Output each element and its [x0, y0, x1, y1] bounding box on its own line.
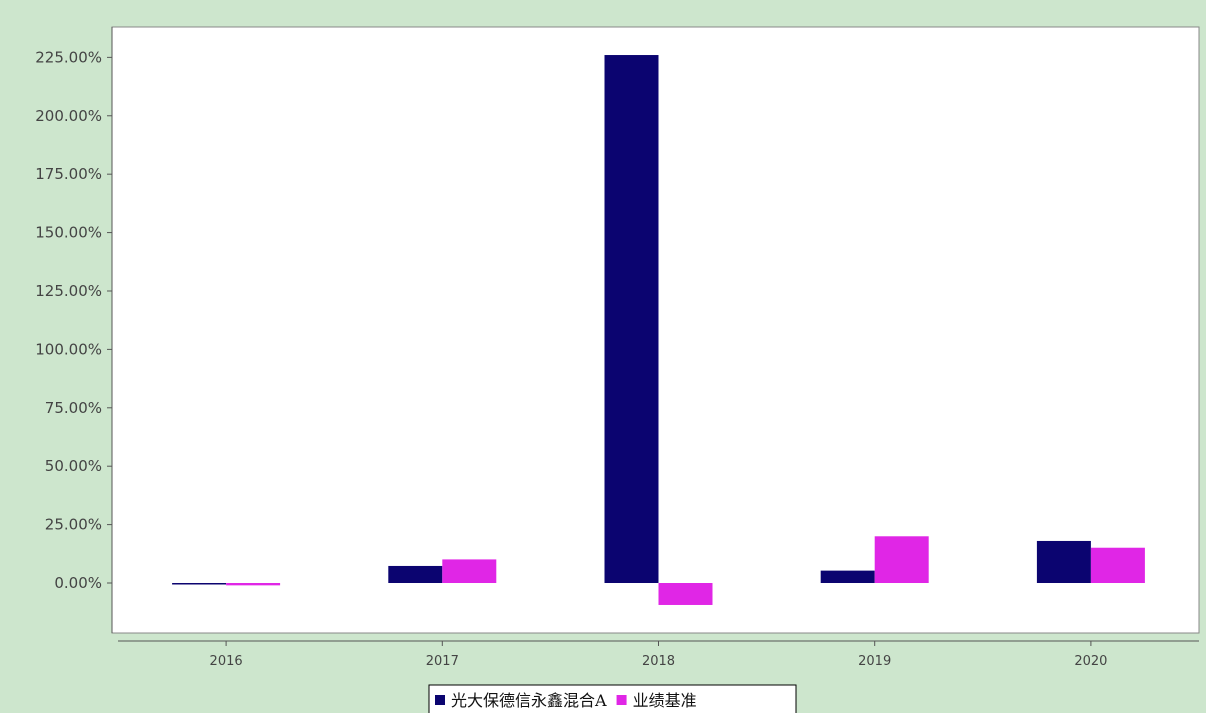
x-tick-label: 2016	[210, 654, 243, 669]
x-axis-ticks: 2016 2017 2018 2019 2020	[210, 641, 1107, 669]
legend-swatch	[616, 695, 627, 705]
y-tick-label: 125.00%	[35, 282, 102, 300]
bar-fund-2019	[820, 570, 875, 584]
legend-label: 业绩基准	[633, 691, 697, 710]
y-tick-label: 75.00%	[45, 399, 102, 417]
y-tick-label: 100.00%	[35, 340, 102, 358]
legend-label: 光大保德信永鑫混合A	[451, 691, 607, 710]
bar-benchmark-2019	[874, 536, 929, 584]
y-tick-label: 175.00%	[35, 165, 102, 183]
bar-benchmark-2020	[1090, 547, 1145, 584]
bar-fund-2016	[172, 583, 227, 585]
y-tick-label: 225.00%	[35, 48, 102, 66]
x-tick-label: 2020	[1074, 654, 1107, 669]
bar-fund-2020	[1036, 540, 1091, 584]
y-tick-label: 25.00%	[45, 516, 102, 534]
y-tick-label: 200.00%	[35, 107, 102, 125]
legend: 光大保德信永鑫混合A 业绩基准	[428, 684, 797, 713]
x-tick-label: 2019	[858, 654, 891, 669]
bar-fund-2018	[604, 55, 659, 584]
x-tick-label: 2018	[642, 654, 675, 669]
y-tick-label: 50.00%	[45, 457, 102, 475]
bar-fund-2017	[388, 565, 443, 584]
bar-benchmark-2017	[442, 559, 497, 584]
y-tick-label: 150.00%	[35, 224, 102, 242]
x-tick-label: 2017	[426, 654, 459, 669]
y-axis-ticks: 0.00% 25.00% 50.00% 75.00% 100.00% 125.00% 150…	[35, 48, 112, 592]
bar-benchmark-2018	[658, 583, 713, 605]
bar-benchmark-2016	[226, 583, 281, 586]
legend-box	[428, 684, 797, 713]
bars	[172, 55, 1145, 605]
y-tick-label: 0.00%	[54, 574, 102, 592]
legend-swatch	[435, 695, 445, 705]
